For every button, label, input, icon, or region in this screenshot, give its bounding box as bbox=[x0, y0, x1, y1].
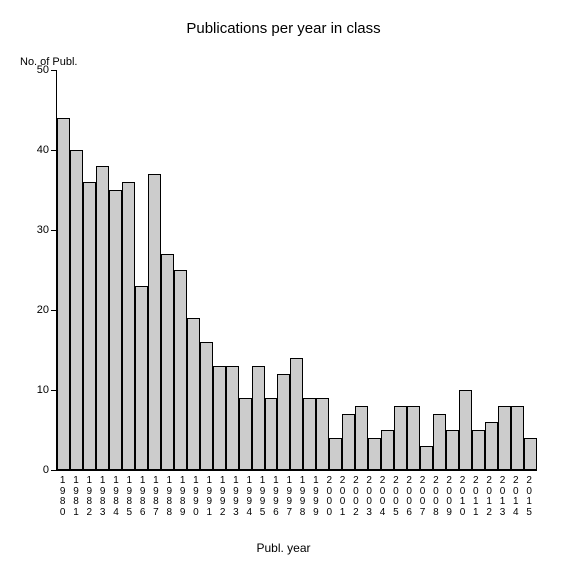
x-tick-label: 2003 bbox=[363, 474, 376, 518]
y-tick bbox=[51, 150, 57, 151]
x-tick-label: 1998 bbox=[296, 474, 309, 518]
x-axis-label: Publ. year bbox=[0, 541, 567, 555]
bar bbox=[303, 398, 316, 470]
bar bbox=[472, 430, 485, 470]
bar bbox=[252, 366, 265, 470]
y-tick bbox=[51, 470, 57, 471]
bar bbox=[70, 150, 83, 470]
bar bbox=[135, 286, 148, 470]
x-tick-label: 2015 bbox=[522, 474, 535, 518]
bar bbox=[174, 270, 187, 470]
x-tick-label: 1999 bbox=[309, 474, 322, 518]
x-tick-label: 2001 bbox=[336, 474, 349, 518]
bar bbox=[524, 438, 537, 470]
bar bbox=[226, 366, 239, 470]
bar bbox=[511, 406, 524, 470]
bar bbox=[83, 182, 96, 470]
x-tick-label: 1996 bbox=[269, 474, 282, 518]
bar bbox=[485, 422, 498, 470]
x-tick-label: 2007 bbox=[416, 474, 429, 518]
bar bbox=[355, 406, 368, 470]
y-tick-label: 30 bbox=[37, 224, 49, 236]
chart-container: Publications per year in class No. of Pu… bbox=[0, 0, 567, 567]
x-tick-label: 2009 bbox=[443, 474, 456, 518]
bar bbox=[433, 414, 446, 470]
bar bbox=[459, 390, 472, 470]
x-tick-label: 1982 bbox=[83, 474, 96, 518]
x-tick-label: 2008 bbox=[429, 474, 442, 518]
x-tick-label: 2004 bbox=[376, 474, 389, 518]
bar bbox=[161, 254, 174, 470]
bars-group bbox=[57, 70, 537, 470]
x-tick-label: 2011 bbox=[469, 474, 482, 518]
x-tick-label: 2012 bbox=[483, 474, 496, 518]
y-tick-label: 0 bbox=[43, 464, 49, 476]
bar bbox=[394, 406, 407, 470]
x-tick-label: 2000 bbox=[323, 474, 336, 518]
y-tick-label: 10 bbox=[37, 384, 49, 396]
x-tick-label: 1994 bbox=[243, 474, 256, 518]
x-tick-label: 1984 bbox=[109, 474, 122, 518]
x-tick-label: 1991 bbox=[203, 474, 216, 518]
y-tick bbox=[51, 310, 57, 311]
x-tick-label: 1989 bbox=[176, 474, 189, 518]
plot-area: 01020304050 bbox=[56, 70, 537, 471]
y-tick bbox=[51, 70, 57, 71]
bar bbox=[381, 430, 394, 470]
bar bbox=[316, 398, 329, 470]
x-tick-label: 1990 bbox=[189, 474, 202, 518]
y-tick bbox=[51, 390, 57, 391]
x-tick-label: 1993 bbox=[229, 474, 242, 518]
bar bbox=[407, 406, 420, 470]
bar bbox=[57, 118, 70, 470]
bar bbox=[329, 438, 342, 470]
bar bbox=[148, 174, 161, 470]
x-tick-label: 2013 bbox=[496, 474, 509, 518]
bar bbox=[265, 398, 278, 470]
bar bbox=[109, 190, 122, 470]
y-tick-label: 50 bbox=[37, 64, 49, 76]
y-tick-label: 20 bbox=[37, 304, 49, 316]
bar bbox=[122, 182, 135, 470]
x-tick-label: 1983 bbox=[96, 474, 109, 518]
bar bbox=[290, 358, 303, 470]
x-tick-label: 1997 bbox=[283, 474, 296, 518]
x-labels: 1980198119821983198419851986198719881989… bbox=[56, 474, 536, 518]
x-tick-label: 1992 bbox=[216, 474, 229, 518]
bar bbox=[446, 430, 459, 470]
bar bbox=[277, 374, 290, 470]
bar bbox=[96, 166, 109, 470]
bar bbox=[368, 438, 381, 470]
x-tick-label: 1981 bbox=[69, 474, 82, 518]
x-tick-label: 1986 bbox=[136, 474, 149, 518]
bar bbox=[498, 406, 511, 470]
x-tick-label: 1995 bbox=[256, 474, 269, 518]
bar bbox=[420, 446, 433, 470]
bar bbox=[200, 342, 213, 470]
y-tick bbox=[51, 230, 57, 231]
x-tick-label: 1988 bbox=[163, 474, 176, 518]
x-tick-label: 2010 bbox=[456, 474, 469, 518]
y-tick-label: 40 bbox=[37, 144, 49, 156]
x-tick-label: 1980 bbox=[56, 474, 69, 518]
bar bbox=[342, 414, 355, 470]
x-tick-label: 2002 bbox=[349, 474, 362, 518]
x-tick-label: 1985 bbox=[123, 474, 136, 518]
x-tick-label: 2014 bbox=[509, 474, 522, 518]
x-tick-label: 2006 bbox=[403, 474, 416, 518]
bar bbox=[187, 318, 200, 470]
x-tick-label: 1987 bbox=[149, 474, 162, 518]
x-tick-label: 2005 bbox=[389, 474, 402, 518]
bar bbox=[239, 398, 252, 470]
bar bbox=[213, 366, 226, 470]
chart-title: Publications per year in class bbox=[0, 20, 567, 37]
